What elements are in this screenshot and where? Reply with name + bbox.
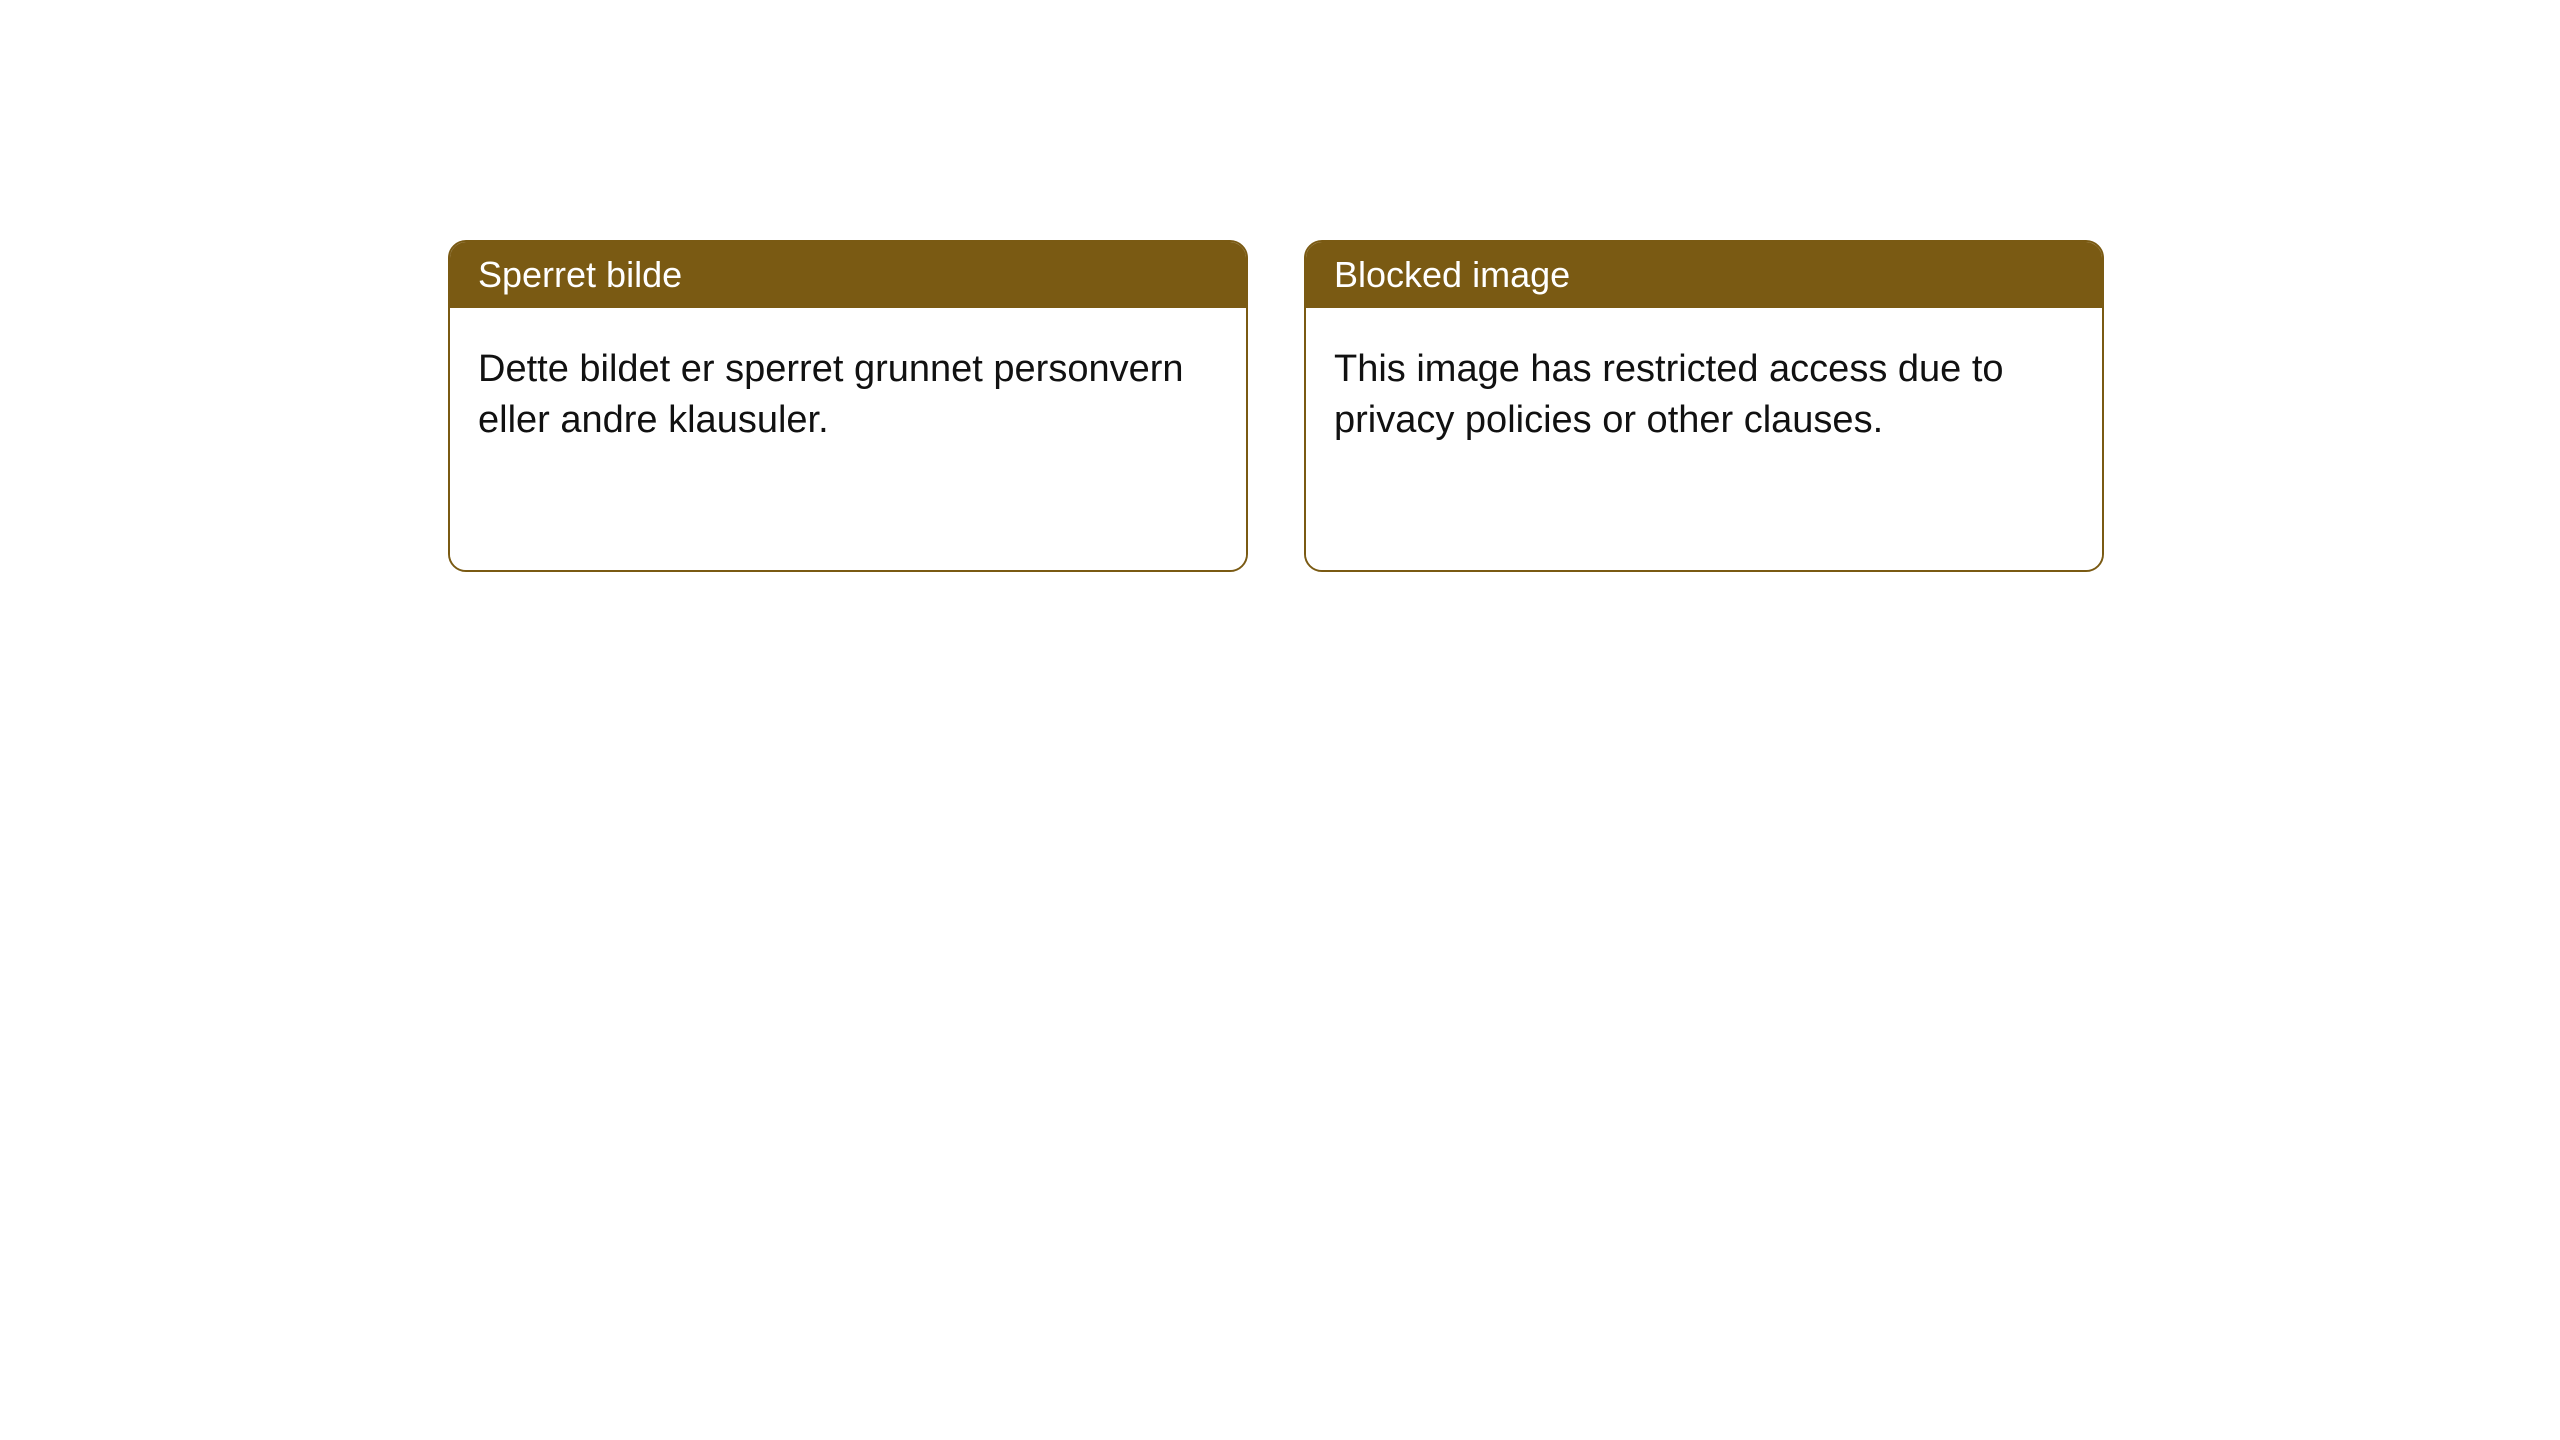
notice-container: Sperret bilde Dette bildet er sperret gr… [448,240,2104,572]
card-header: Sperret bilde [450,242,1246,308]
notice-card-english: Blocked image This image has restricted … [1304,240,2104,572]
card-body-text: Dette bildet er sperret grunnet personve… [478,348,1184,441]
card-title: Sperret bilde [478,254,682,295]
notice-card-norwegian: Sperret bilde Dette bildet er sperret gr… [448,240,1248,572]
card-header: Blocked image [1306,242,2102,308]
card-body: This image has restricted access due to … [1306,308,2102,570]
card-body: Dette bildet er sperret grunnet personve… [450,308,1246,570]
card-title: Blocked image [1334,254,1570,295]
card-body-text: This image has restricted access due to … [1334,348,2004,441]
